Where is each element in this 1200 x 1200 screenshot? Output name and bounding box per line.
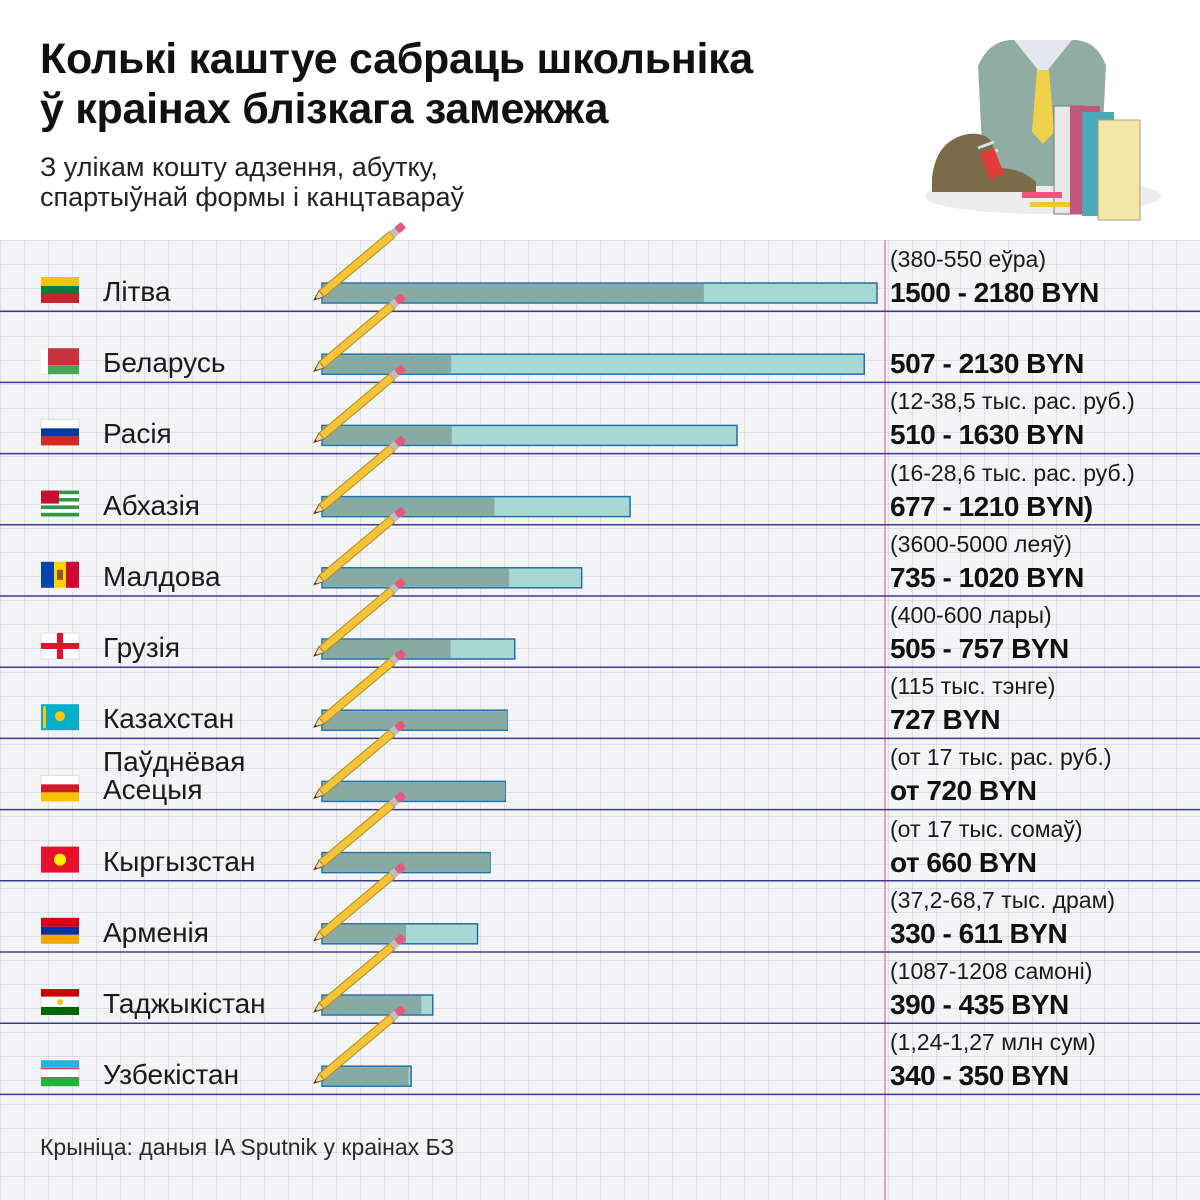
country-label: Казахстан: [103, 703, 235, 735]
local-price-note: (1,24-1,27 млн сум): [890, 1029, 1096, 1056]
country-label: Малдова: [103, 560, 221, 592]
flag-icon-by: [41, 348, 79, 375]
byn-value-label: от 660 BYN: [890, 846, 1037, 878]
pencil-icon: [312, 222, 406, 301]
pencil-icon: [312, 436, 406, 515]
subtitle-line-2: спартыўнай формы і канцтавараў: [40, 182, 465, 212]
book-icon: [1097, 119, 1141, 221]
byn-value-label: 1500 - 2180 BYN: [890, 277, 1099, 308]
pencil-icon: [312, 364, 406, 444]
country-label: Арменія: [103, 916, 209, 948]
pencil-icon: [1022, 192, 1062, 198]
local-price-note: (1087-1208 самоні): [890, 958, 1093, 984]
pencil-icon: [1030, 202, 1070, 207]
source-note: Крыніца: даныя IA Sputnik у краінах БЗ: [40, 1134, 455, 1160]
pencil-icon: [312, 578, 406, 657]
bar-min: [323, 1067, 409, 1086]
country-label: Расія: [103, 418, 172, 450]
page-title: Колькі каштуе сабраць школьніка ў краіна…: [40, 34, 753, 134]
flag-icon-uz: [40, 1060, 80, 1087]
local-price-note: (16-28,6 тыс. рас. руб.): [890, 459, 1135, 486]
bar-min: [323, 497, 495, 516]
local-price-note: (380-550 еўра): [890, 246, 1046, 272]
flag-icon-ge: [40, 632, 80, 660]
pencil-icon: [312, 507, 406, 586]
flag-icon-lt: [41, 277, 79, 303]
flag-icon-abh: [41, 490, 79, 517]
flag-icon-kg: [41, 846, 79, 873]
price-tag-icon: [980, 148, 1004, 180]
flag-icon-tj: [40, 989, 80, 1015]
local-price-note: (от 17 тыс. рас. руб.): [890, 744, 1112, 771]
country-label: Грузія: [103, 632, 181, 663]
byn-value-label: 330 - 611 BYN: [890, 917, 1068, 949]
local-price-note: (115 тыс. тэнге): [890, 673, 1056, 700]
byn-value-label: 340 - 350 BYN: [890, 1060, 1069, 1092]
bar-min: [323, 568, 510, 587]
school-supplies-illustration: [925, 40, 1161, 221]
byn-value-label: 390 - 435 BYN: [890, 989, 1069, 1020]
collar-icon: [1014, 40, 1072, 76]
flag-icon-os: [40, 774, 80, 802]
country-label: Таджыкістан: [103, 988, 266, 1019]
byn-value-label: 510 - 1630 BYN: [890, 419, 1084, 451]
bar-min: [323, 853, 491, 872]
bar-min: [323, 924, 407, 943]
byn-value-label: 727 BYN: [890, 704, 1001, 736]
header: Колькі каштуе сабраць школьніка ў краіна…: [0, 0, 1200, 240]
pencil-icon: [312, 649, 406, 729]
pencil-icon: [312, 293, 406, 373]
flag-icon-am: [41, 917, 79, 944]
pencil-icon: [312, 863, 406, 942]
bar-min: [323, 782, 506, 801]
bar-min: [323, 996, 422, 1014]
country-label-line: Асецыя: [103, 774, 203, 806]
bar-min: [323, 355, 452, 374]
flag-icon-md: [41, 561, 79, 588]
country-label: Абхазія: [103, 489, 200, 521]
title-line-1: Колькі каштуе сабраць школьніка: [40, 35, 753, 83]
byn-value-label: 735 - 1020 BYN: [890, 561, 1084, 593]
country-label: Літва: [103, 276, 171, 307]
byn-value-label: 677 - 1210 BYN): [890, 490, 1093, 522]
local-price-note: (3600-5000 леяў): [890, 530, 1072, 557]
bar-min: [323, 426, 452, 445]
pencil-icon: [312, 720, 406, 800]
local-price-note: (от 17 тыс. сомаў): [890, 815, 1083, 842]
country-label: Узбекістан: [103, 1059, 240, 1091]
subtitle: З улікам кошту адзення, абутку, спартыўн…: [40, 152, 464, 212]
byn-value-label: 507 - 2130 BYN: [890, 348, 1084, 380]
notebook-background: [0, 240, 1200, 1200]
bar-min: [323, 711, 508, 730]
notebook-margin-line: [884, 240, 886, 1200]
laces-icon: [977, 140, 995, 150]
subtitle-line-1: З улікам кошту адзення, абутку,: [40, 152, 438, 182]
tie-icon: [1032, 70, 1054, 144]
country-label-line: Паўднёвая: [103, 746, 246, 778]
flag-icon-ru: [40, 418, 80, 446]
pencil-icon: [312, 1005, 406, 1085]
local-price-note: (12-38,5 тыс. рас. руб.): [890, 388, 1135, 415]
country-label: Паўднёвая Асецыя: [103, 748, 303, 804]
bar-min: [323, 640, 451, 658]
country-label: Кыргызстан: [103, 845, 256, 877]
local-price-note: (400-600 лары): [890, 602, 1052, 628]
byn-value-label: от 720 BYN: [890, 775, 1037, 807]
pencil-icon: [312, 792, 406, 871]
local-price-note: (37,2-68,7 тыс. драм): [890, 886, 1116, 913]
title-line-2: ў краінах блізкага замежжа: [40, 85, 609, 133]
pencil-icon: [312, 934, 406, 1013]
country-label: Беларусь: [103, 347, 226, 379]
byn-value-label: 505 - 757 BYN: [890, 633, 1069, 664]
flag-icon-kz: [41, 704, 79, 731]
bar-min: [323, 284, 704, 302]
